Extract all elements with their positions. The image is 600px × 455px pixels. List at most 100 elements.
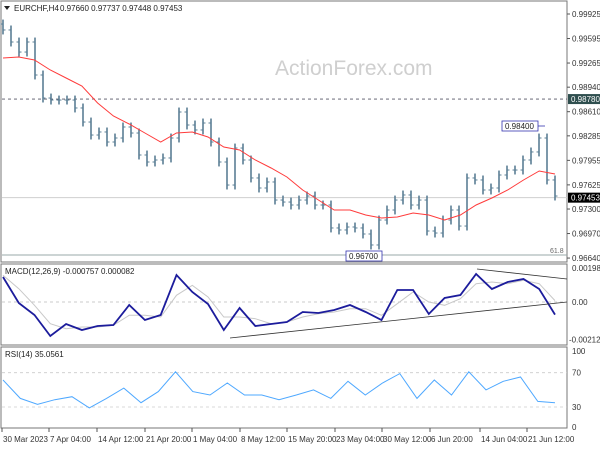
- price-bar: [360, 223, 366, 239]
- price-bar: [448, 205, 454, 225]
- x-tick-label: 30 Mar 2023: [3, 435, 48, 444]
- price-bar: [144, 150, 150, 167]
- price-annotation: 0.98400: [501, 120, 539, 132]
- y-tick-label: 0.97300: [572, 205, 600, 214]
- price-bar: [480, 175, 486, 195]
- x-tick-label: 14 Jun 04:00: [481, 435, 528, 444]
- rsi-panel-frame: [0, 346, 568, 429]
- x-tick-label: 21 Jun 12:00: [528, 435, 575, 444]
- price-bar: [304, 191, 310, 205]
- price-bar: [80, 103, 86, 127]
- y-tick-label: 0.97955: [572, 156, 600, 165]
- y-tick-label: 0.98285: [572, 132, 600, 141]
- rsi-tick-label: 70: [572, 369, 581, 378]
- price-bar: [280, 195, 286, 207]
- x-tick-label: 30 May 12:00: [383, 435, 432, 444]
- macd-support-trendline: [229, 301, 568, 339]
- ohlc-values: 0.97660 0.97737 0.97448 0.97453: [60, 4, 183, 13]
- price-bar: [344, 222, 350, 235]
- price-bar: [160, 153, 166, 165]
- price-bar: [200, 118, 206, 135]
- price-bar: [0, 19, 6, 35]
- price-bar: [504, 165, 510, 180]
- price-tag: [568, 94, 600, 105]
- price-bar: [272, 177, 278, 205]
- price-bar: [16, 37, 22, 57]
- annotation-label: 0.96700: [349, 252, 378, 261]
- rsi-panel[interactable]: [2, 371, 567, 409]
- price-bar: [120, 122, 126, 143]
- macd-panel[interactable]: [2, 268, 568, 339]
- fibonacci-level-label: 61.8: [550, 248, 564, 255]
- y-tick-label: 0.99925: [572, 10, 600, 19]
- price-bar: [544, 133, 550, 185]
- price-bar: [88, 117, 94, 140]
- price-bar: [64, 95, 70, 105]
- price-bar: [336, 223, 342, 235]
- price-bar: [352, 222, 358, 233]
- price-bar: [232, 143, 238, 190]
- macd-panel-frame: [0, 263, 568, 346]
- price-bar: [192, 120, 198, 135]
- price-bar: [248, 155, 254, 183]
- x-tick-label: 7 Apr 04:00: [50, 435, 91, 444]
- x-tick-label: 21 Apr 20:00: [146, 435, 192, 444]
- price-bar: [24, 37, 30, 57]
- price-bar: [408, 190, 414, 210]
- price-bar: [456, 205, 462, 231]
- price-bar: [32, 37, 38, 80]
- price-bar: [528, 147, 534, 165]
- collapse-triangle-icon[interactable]: [4, 6, 10, 10]
- price-bar: [168, 133, 174, 163]
- price-bar: [240, 143, 246, 165]
- y-tick-label: 0.96970: [572, 230, 600, 239]
- y-tick-label: 0.98610: [572, 108, 600, 117]
- price-bar: [416, 195, 422, 210]
- panel-frames: [0, 0, 568, 429]
- price-bar: [464, 173, 470, 231]
- macd-main-line: [2, 272, 556, 338]
- price-bar: [152, 155, 158, 167]
- macd-resistance-trendline: [476, 268, 568, 280]
- symbol-label: EURCHF,H4: [14, 4, 59, 13]
- macd-label: MACD(12,26,9) -0.000757 0.000082: [5, 267, 135, 276]
- price-bar: [112, 133, 118, 147]
- price-bar: [472, 173, 478, 185]
- price-bar: [264, 177, 270, 193]
- price-bar: [176, 107, 182, 143]
- rsi-label: RSI(14) 35.0561: [5, 350, 64, 359]
- x-tick-label: 23 May 04:00: [336, 435, 385, 444]
- x-tick-label: 6 Jun 20:00: [431, 435, 473, 444]
- rsi-tick-label: 0: [572, 423, 577, 432]
- price-tag-label: 0.97453: [571, 194, 600, 203]
- macd-tick-label: 0.00198: [572, 264, 600, 273]
- price-bar: [512, 165, 518, 175]
- price-bar: [48, 93, 54, 105]
- price-bar: [376, 215, 382, 250]
- price-bar: [72, 95, 78, 113]
- price-annotation: 0.96700: [345, 250, 383, 262]
- rsi-line: [2, 371, 556, 409]
- price-bar: [96, 127, 102, 140]
- x-tick-label: 14 Apr 12:00: [98, 435, 144, 444]
- price-bar: [296, 195, 302, 210]
- axes: 0.99925 0.99595 0.99265 0.98940 0.98610 0.982…: [1, 10, 600, 444]
- price-bar: [552, 175, 558, 201]
- price-bar: [288, 197, 294, 210]
- price-bar: [536, 133, 542, 157]
- price-bar: [184, 107, 190, 130]
- price-tag-label: 0.98780: [571, 95, 600, 104]
- price-bar: [216, 137, 222, 167]
- price-bar: [104, 127, 110, 147]
- price-panel[interactable]: 61.8 0.98400 0.96700: [0, 19, 568, 262]
- price-bar: [320, 200, 326, 210]
- price-bar: [136, 128, 142, 160]
- moving-average-line: [2, 56, 556, 221]
- macd-tick-label: -0.002126: [569, 335, 600, 344]
- price-panel-frame: [0, 0, 568, 263]
- y-tick-label: 0.98940: [572, 83, 600, 92]
- watermark: ActionForex.com: [275, 57, 433, 80]
- price-bar: [520, 155, 526, 175]
